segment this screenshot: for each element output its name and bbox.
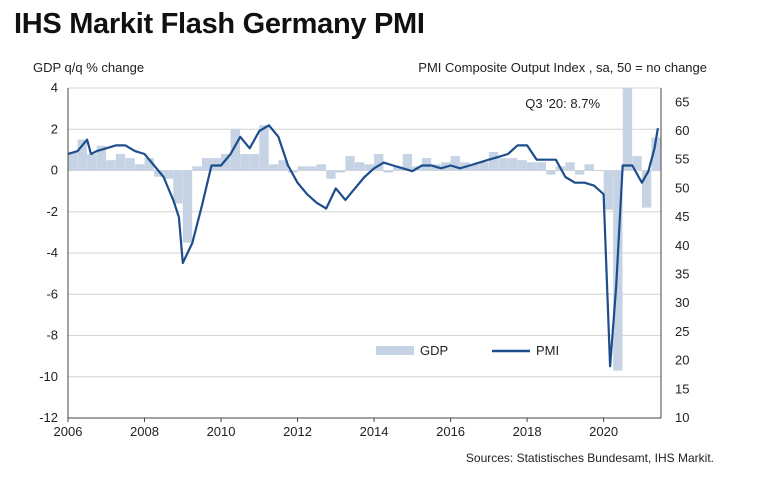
right-tick-label: 10 xyxy=(675,410,689,425)
gdp-bar xyxy=(201,158,212,171)
legend-pmi-label: PMI xyxy=(536,343,559,358)
pmi-line xyxy=(67,124,659,368)
gdp-bar xyxy=(326,170,336,179)
right-tick-label: 35 xyxy=(675,267,689,282)
right-tick-label: 65 xyxy=(675,94,689,109)
gdp-bar xyxy=(96,145,107,171)
gdp-bar xyxy=(307,166,317,171)
gdp-bar xyxy=(287,170,298,173)
gdp-bar xyxy=(335,170,346,173)
gdp-bar xyxy=(479,162,489,171)
x-tick-label: 2008 xyxy=(130,424,159,439)
gdp-bar xyxy=(527,162,537,171)
gdp-bar xyxy=(211,158,221,171)
gdp-bar xyxy=(144,158,154,171)
gdp-bar xyxy=(125,158,135,171)
gdp-bar xyxy=(268,164,279,171)
gdp-bar xyxy=(87,154,97,171)
gdp-bar xyxy=(641,170,652,208)
gdp-bar xyxy=(421,158,432,171)
source-note: Sources: Statistisches Bundesamt, IHS Ma… xyxy=(465,451,714,465)
right-tick-label: 15 xyxy=(675,381,689,396)
left-tick-label: 0 xyxy=(51,163,58,178)
gdp-bar xyxy=(230,129,240,171)
gdp-bar xyxy=(383,170,394,173)
gdp-bar xyxy=(374,154,384,171)
left-tick-label: -4 xyxy=(46,245,58,260)
left-tick-label: -12 xyxy=(39,410,58,425)
gdp-bar xyxy=(632,156,642,171)
gdp-bar xyxy=(364,164,374,171)
right-tick-label: 50 xyxy=(675,180,689,195)
gdp-bar xyxy=(498,158,508,171)
x-tick-label: 2014 xyxy=(360,424,389,439)
left-tick-label: -8 xyxy=(46,328,58,343)
gdp-bar xyxy=(240,154,250,171)
x-tick-label: 2012 xyxy=(283,424,312,439)
gdp-bar xyxy=(488,151,499,171)
gdp-bar xyxy=(182,170,193,243)
gdp-bar xyxy=(221,154,231,171)
gdp-bar xyxy=(154,170,164,177)
left-tick-label: 4 xyxy=(51,80,58,95)
gdp-bar xyxy=(192,166,202,171)
right-tick-label: 55 xyxy=(675,152,689,167)
right-tick-label: 45 xyxy=(675,209,689,224)
legend-gdp-swatch xyxy=(376,346,414,355)
x-tick-label: 2010 xyxy=(207,424,236,439)
gdp-bar xyxy=(354,162,365,171)
gdp-bar xyxy=(622,88,633,171)
x-tick-label: 2018 xyxy=(513,424,542,439)
right-tick-label: 40 xyxy=(675,238,689,253)
right-tick-label: 20 xyxy=(675,353,689,368)
left-tick-label: 2 xyxy=(51,121,58,136)
gdp-bar xyxy=(134,164,145,171)
gdp-bar xyxy=(469,164,480,171)
gdp-bar xyxy=(584,164,594,171)
gdp-bar xyxy=(507,158,518,171)
gdp-bar xyxy=(278,160,288,171)
right-axis-label: PMI Composite Output Index , sa, 50 = no… xyxy=(418,60,707,75)
gdp-bar xyxy=(106,160,116,171)
gdp-bar xyxy=(603,170,613,210)
right-tick-label: 25 xyxy=(675,324,689,339)
q3-2020-annotation: Q3 '20: 8.7% xyxy=(525,96,600,111)
gdp-bar xyxy=(249,154,260,171)
left-tick-label: -2 xyxy=(46,204,58,219)
gdp-bar xyxy=(77,139,87,171)
x-tick-label: 2020 xyxy=(589,424,618,439)
x-tick-label: 2016 xyxy=(436,424,465,439)
right-tick-label: 60 xyxy=(675,123,689,138)
gdp-bar xyxy=(68,151,78,171)
left-tick-label: -10 xyxy=(39,369,58,384)
gdp-bar xyxy=(565,162,575,171)
gdp-bar xyxy=(651,137,661,171)
gdp-bar xyxy=(316,164,327,171)
gdp-bar xyxy=(517,160,527,171)
gdp-bar xyxy=(402,154,413,171)
gdp-bar xyxy=(574,170,585,175)
gdp-bar xyxy=(345,156,355,171)
gdp-bar xyxy=(259,125,269,171)
gdp-bar xyxy=(393,166,403,171)
left-tick-label: -6 xyxy=(46,286,58,301)
gdp-bar xyxy=(450,156,460,171)
right-tick-label: 30 xyxy=(675,295,689,310)
gdp-bar xyxy=(163,170,174,179)
chart-title: IHS Markit Flash Germany PMI xyxy=(14,8,425,40)
gdp-bar xyxy=(546,170,556,175)
legend-gdp-label: GDP xyxy=(420,343,448,358)
left-axis-label: GDP q/q % change xyxy=(33,60,145,75)
gdp-bar xyxy=(115,154,126,171)
gdp-bar xyxy=(173,170,183,204)
gdp-bar xyxy=(297,166,307,171)
gdp-bar xyxy=(536,162,547,171)
x-tick-label: 2006 xyxy=(54,424,83,439)
